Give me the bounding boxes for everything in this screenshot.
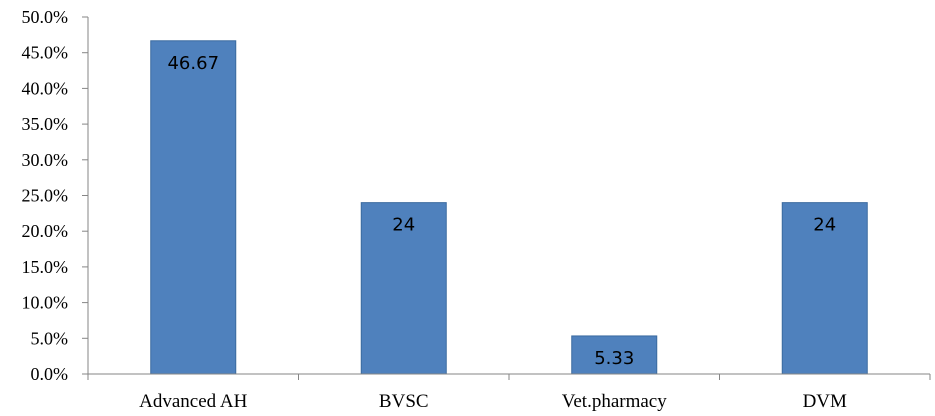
- bar: [360, 202, 447, 375]
- x-axis: Advanced AH BVSC Vet.pharmacy DVM: [87, 373, 931, 412]
- y-tick-label: 40.0%: [22, 78, 69, 98]
- data-label: 24: [813, 215, 836, 236]
- data-label: 24: [392, 215, 415, 236]
- y-tick-label: 30.0%: [22, 150, 69, 170]
- x-category-label: DVM: [803, 391, 847, 412]
- y-tick-label: 15.0%: [22, 257, 69, 277]
- y-tick-label: 10.0%: [22, 293, 69, 313]
- y-tick-label: 35.0%: [22, 114, 69, 134]
- bar: [150, 40, 237, 375]
- y-tick-label: 5.0%: [31, 328, 69, 348]
- x-category-label: BVSC: [379, 391, 429, 412]
- y-tick-label: 20.0%: [22, 221, 69, 241]
- y-tick-label: 0.0%: [31, 364, 69, 384]
- data-label: 5.33: [594, 348, 634, 369]
- x-category-label: Advanced AH: [139, 391, 247, 412]
- bar: [781, 202, 868, 375]
- y-tick-label: 50.0%: [22, 7, 69, 27]
- bar: [571, 335, 658, 375]
- data-label: 46.67: [167, 53, 219, 74]
- y-tick-label: 25.0%: [22, 186, 69, 206]
- y-tick-label: 45.0%: [22, 43, 69, 63]
- x-category-label: Vet.pharmacy: [562, 391, 667, 412]
- bars: 46.67 24 5.33 24: [150, 40, 868, 375]
- y-axis: 0.0% 5.0% 10.0% 15.0% 20.0% 25.0% 30.0% 35.0% 40…: [22, 7, 89, 384]
